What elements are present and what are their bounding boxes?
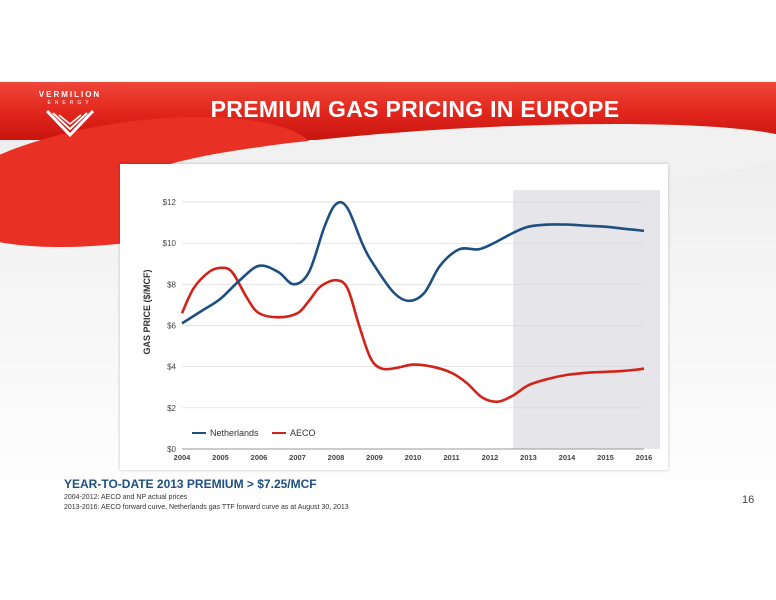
logo-name: VERMILION [38, 90, 102, 99]
forecast-region [513, 190, 660, 449]
logo-chevron-icon [45, 109, 95, 138]
legend: Netherlands AECO [192, 428, 316, 438]
series-line-netherlands [181, 200, 645, 325]
series-line-aeco [180, 266, 645, 404]
premium-callout: YEAR-TO-DATE 2013 PREMIUM > $7.25/MCF [64, 477, 317, 491]
x-tick-label: 2010 [405, 453, 422, 462]
y-tick-label: $12 [163, 198, 177, 207]
chart-card: $0 $2 $4 $6 $8 $10 $12 2004 2005 2006 2007 2008 200… [120, 164, 668, 470]
x-tick-label: 2014 [559, 453, 577, 462]
legend-label-aeco: AECO [290, 428, 316, 438]
y-tick-label: $6 [167, 322, 176, 331]
x-tick-label: 2008 [328, 453, 345, 462]
x-tick-label: 2013 [520, 453, 537, 462]
x-tick-label: 2004 [174, 453, 192, 462]
x-tick-label: 2012 [482, 453, 499, 462]
x-tick-label: 2006 [251, 453, 268, 462]
gas-price-chart: $0$2$4$6$8$10$12 2004 2005 2006 2007 2008 200… [142, 190, 660, 462]
y-tick-labels: $0 $2 $4 $6 $8 $10 $12 [163, 198, 177, 454]
y-tick-label: $8 [167, 280, 176, 289]
grid-lines [182, 201, 644, 450]
page-title: PREMIUM GAS PRICING IN EUROPE [210, 96, 620, 122]
legend-label-netherlands: Netherlands [210, 428, 259, 438]
company-logo: VERMILION ENERGY [38, 90, 102, 139]
x-tick-labels: 2004 2005 2006 2007 2008 2009 2010 2011 2012 2013… [174, 453, 653, 462]
slide: VERMILION ENERGY PREMIUM GAS PRICING IN … [0, 82, 776, 518]
footnote-forward: 2013-2016: AECO forward curve, Netherlan… [64, 504, 349, 511]
y-tick-label: $4 [167, 363, 176, 372]
x-tick-label: 2005 [212, 453, 229, 462]
y-tick-label: $0 [167, 445, 176, 454]
y-tick-label: $2 [167, 404, 176, 413]
x-tick-label: 2016 [636, 453, 653, 462]
logo-sub: ENERGY [47, 100, 93, 106]
y-axis-label: GAS PRICE ($/MCF) [142, 269, 152, 354]
x-tick-label: 2009 [366, 453, 383, 462]
x-tick-label: 2007 [289, 453, 306, 462]
x-tick-label: 2011 [443, 453, 459, 462]
y-tick-label: $10 [163, 239, 177, 248]
footnote-actual: 2004-2012: AECO and NP actual prices [64, 494, 188, 501]
x-tick-label: 2015 [597, 453, 614, 462]
page-number: 16 [742, 494, 755, 506]
